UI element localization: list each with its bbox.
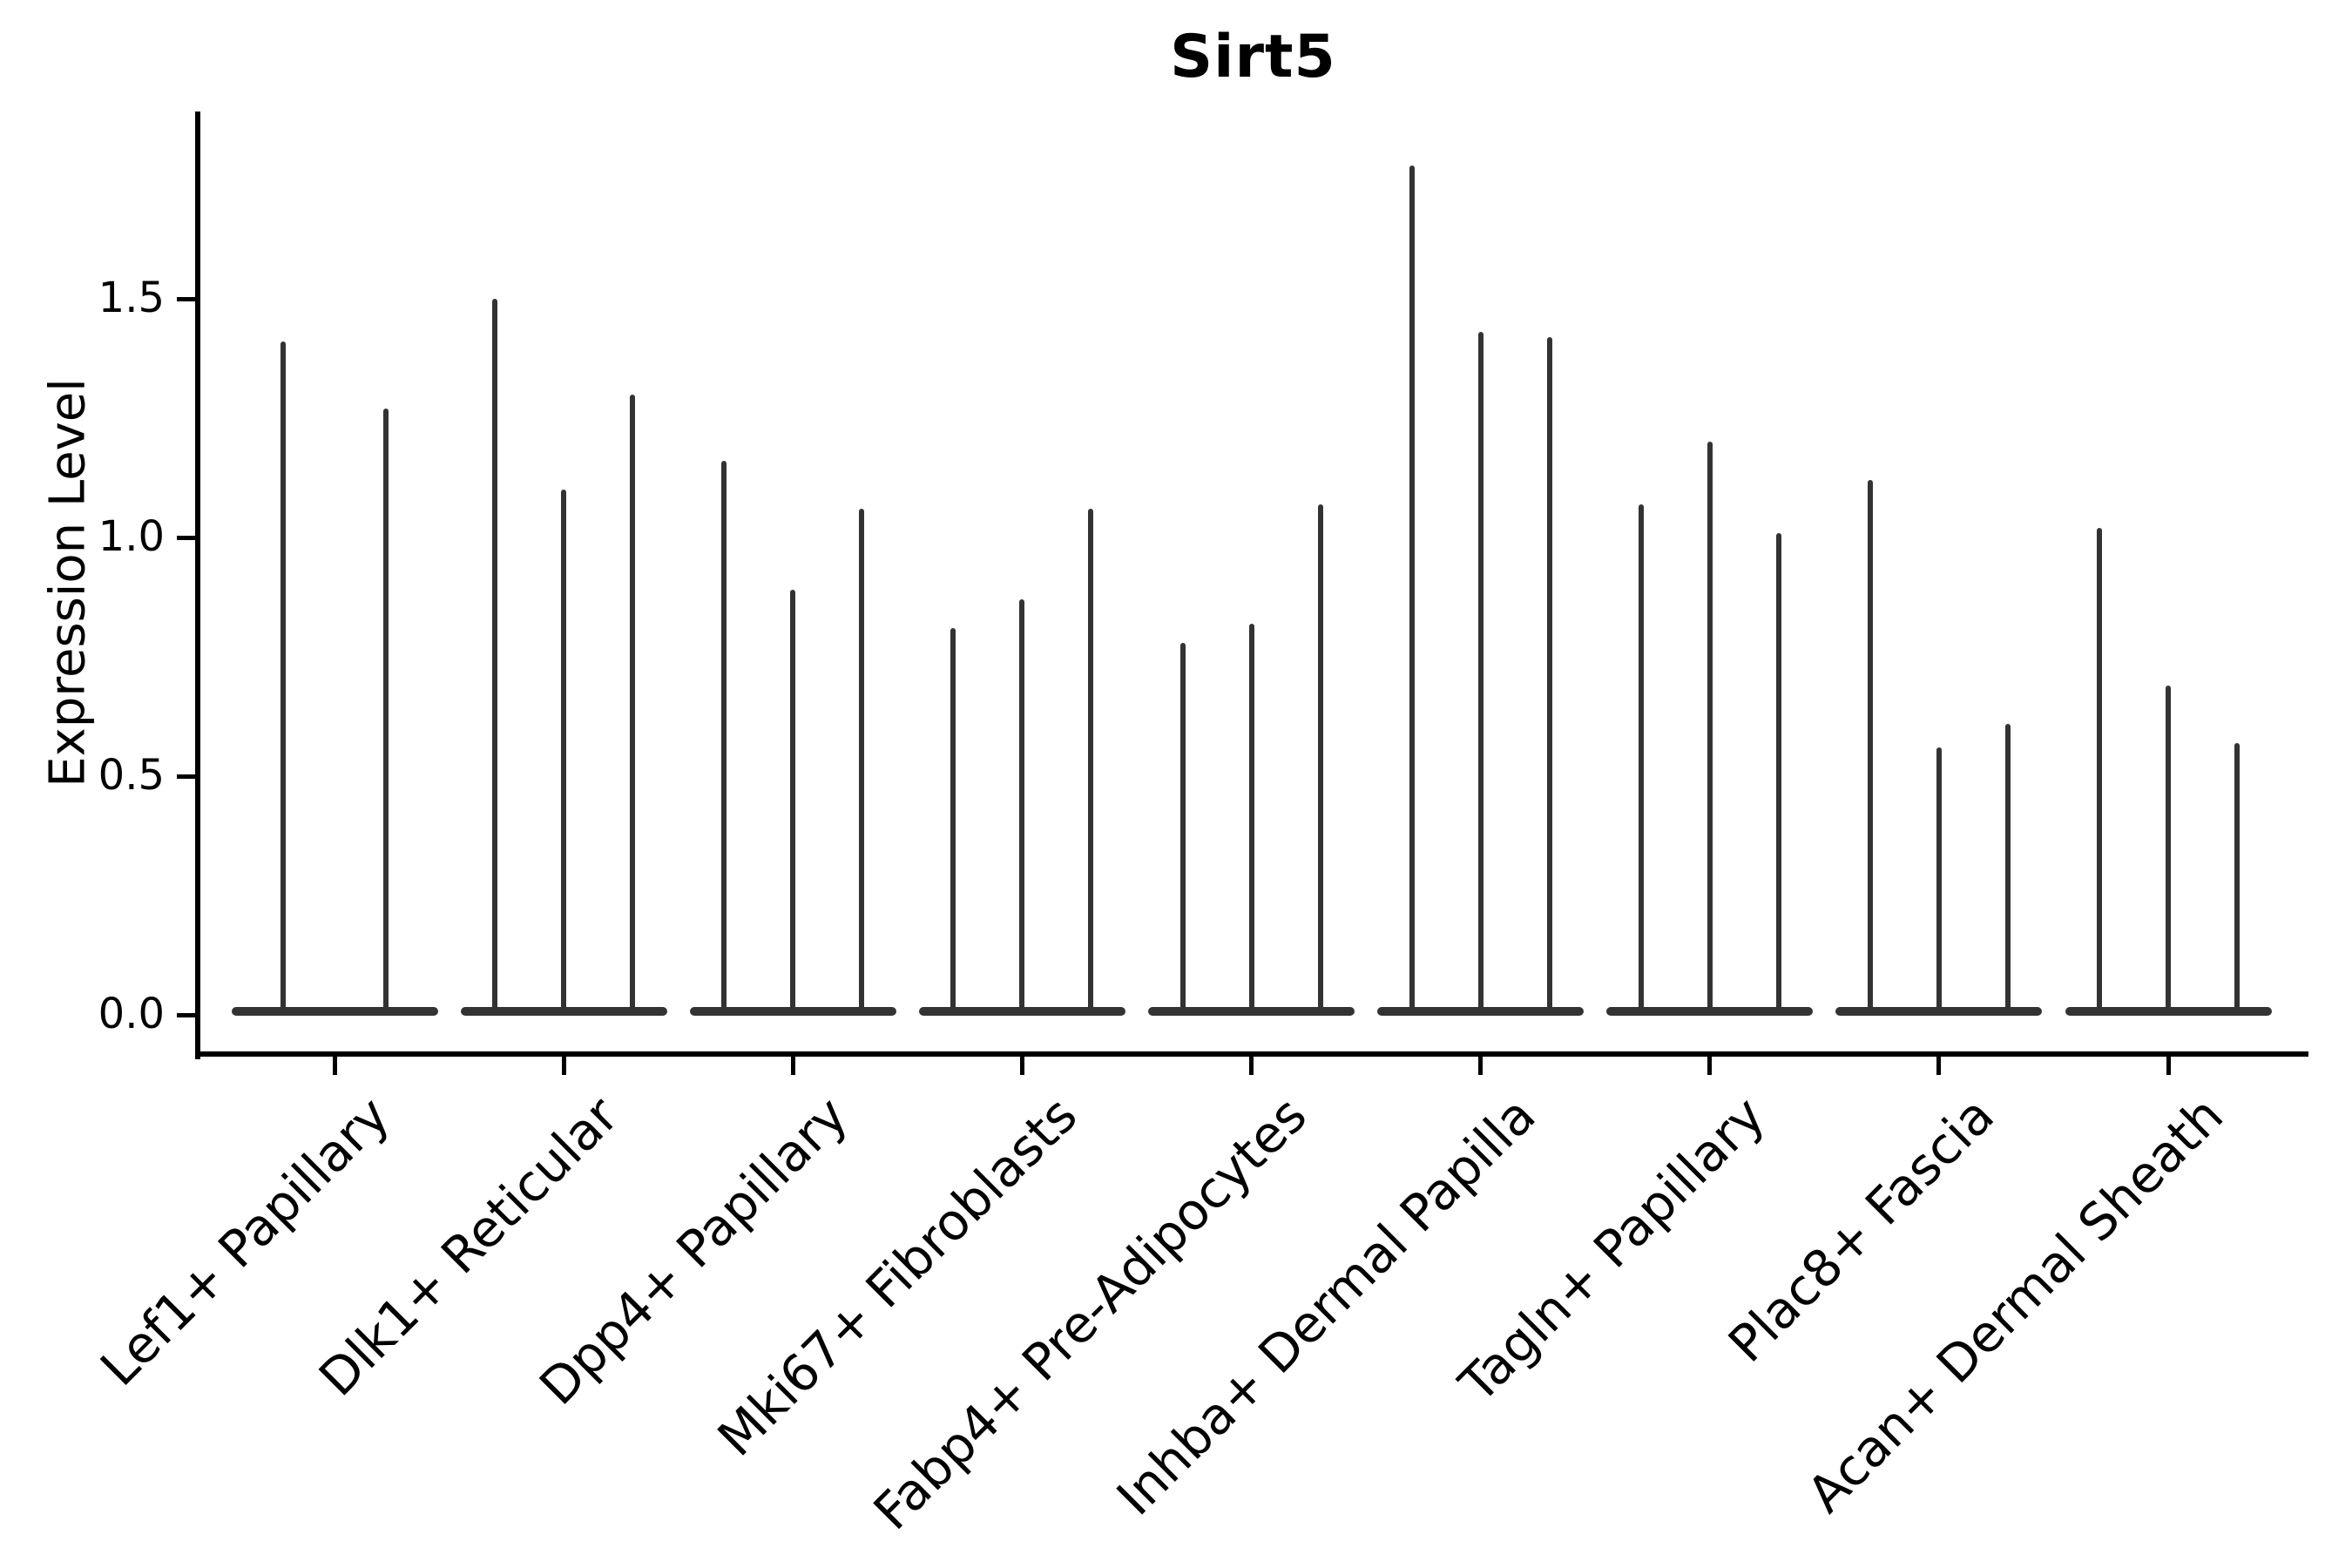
x-tick-mark	[1019, 1054, 1024, 1075]
y-tick-mark	[177, 296, 198, 301]
bottom-axis-spine	[195, 1051, 2308, 1057]
violin-spike	[859, 509, 865, 1016]
violin-spike	[721, 461, 727, 1016]
violin-spike	[383, 409, 389, 1016]
violin-spike	[561, 490, 567, 1016]
y-tick-label: 1.5	[98, 273, 165, 322]
y-tick-mark	[177, 774, 198, 779]
x-tick-mark	[2166, 1054, 2171, 1075]
x-tick-mark	[1707, 1054, 1713, 1075]
violin-spike	[1409, 165, 1415, 1016]
x-tick-mark	[332, 1054, 337, 1075]
violin-spike	[1317, 504, 1323, 1016]
x-tick-mark	[1249, 1054, 1254, 1075]
violin-spike	[1477, 332, 1484, 1016]
violin-spike	[630, 394, 636, 1016]
y-axis-label: Expression Level	[39, 378, 97, 787]
violin-spike	[492, 299, 498, 1016]
violin-spike	[2004, 723, 2011, 1016]
violin-spike	[1936, 747, 1942, 1016]
chart-title: Sirt5	[1170, 23, 1336, 91]
violin-spike	[1019, 599, 1025, 1016]
violin-spike	[1707, 442, 1713, 1016]
x-category-label: Acan+ Dermal Sheath	[1795, 1085, 2235, 1524]
x-category-label: Fabp4+ Pre-Adipocytes	[862, 1085, 1318, 1542]
violin-spike	[1867, 480, 1873, 1016]
violin-spike	[1088, 509, 1094, 1016]
y-tick-label: 0.5	[98, 750, 165, 800]
x-category-label: Inhba+ Dermal Papilla	[1105, 1085, 1547, 1527]
violin-spike	[1546, 336, 1552, 1016]
x-tick-mark	[561, 1054, 566, 1075]
y-tick-mark	[177, 1012, 198, 1017]
violin-spike	[1179, 642, 1186, 1016]
y-tick-mark	[177, 535, 198, 540]
y-tick-label: 1.0	[98, 511, 165, 561]
violin-spike	[790, 590, 796, 1016]
left-axis-spine	[195, 112, 200, 1059]
violin-spike	[280, 341, 286, 1016]
x-tick-mark	[790, 1054, 795, 1075]
x-tick-mark	[1478, 1054, 1484, 1075]
violin-spike	[2097, 528, 2102, 1016]
violin-spike	[2234, 742, 2240, 1016]
y-tick-label: 0.0	[98, 989, 165, 1038]
violin-spike	[1775, 532, 1781, 1016]
violin-spike	[1638, 504, 1644, 1016]
violin-spike	[2166, 685, 2171, 1016]
violin-base	[231, 1007, 438, 1016]
violin-spike	[950, 628, 956, 1016]
violin-spike	[1248, 623, 1254, 1016]
x-tick-mark	[1936, 1054, 1942, 1075]
